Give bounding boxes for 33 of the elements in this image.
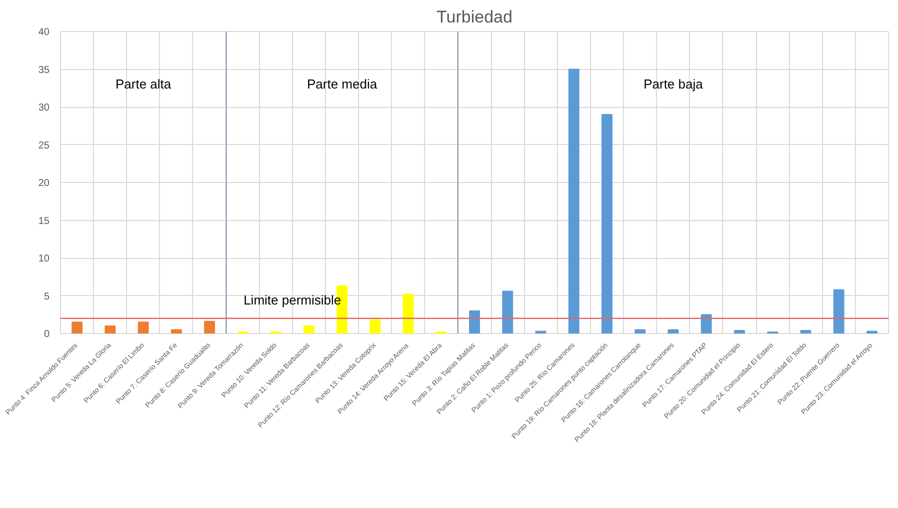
y-tick-label: 25 <box>38 140 50 152</box>
bar <box>833 289 844 334</box>
bar <box>402 294 414 334</box>
bar <box>170 329 182 334</box>
bar <box>370 319 381 334</box>
y-tick-label: 35 <box>38 64 50 76</box>
y-tick-label: 15 <box>38 216 50 227</box>
bar <box>502 290 514 334</box>
bar <box>734 330 745 334</box>
bar <box>138 322 149 334</box>
bar <box>668 329 679 334</box>
y-tick-label: 10 <box>38 254 50 264</box>
bar <box>72 322 83 334</box>
bar <box>104 325 116 334</box>
y-tick-label: 30 <box>38 102 50 114</box>
bar <box>469 310 480 334</box>
bar <box>303 325 314 334</box>
annotation: Parte alta <box>115 76 172 92</box>
bar <box>866 330 878 334</box>
bar <box>602 114 612 334</box>
y-tick-label: 0 <box>44 329 50 340</box>
annotation: Parte baja <box>644 76 704 92</box>
annotation: Parte media <box>306 76 378 92</box>
bar <box>204 320 216 334</box>
y-tick-label: 20 <box>38 178 50 189</box>
bar <box>800 330 812 334</box>
y-tick-label: 40 <box>38 27 50 38</box>
bar <box>700 314 712 334</box>
bar <box>634 329 646 334</box>
bar <box>568 68 580 334</box>
y-tick-label: 5 <box>44 291 50 302</box>
bar <box>535 330 546 334</box>
chart-title: Turbiedad <box>436 8 512 26</box>
